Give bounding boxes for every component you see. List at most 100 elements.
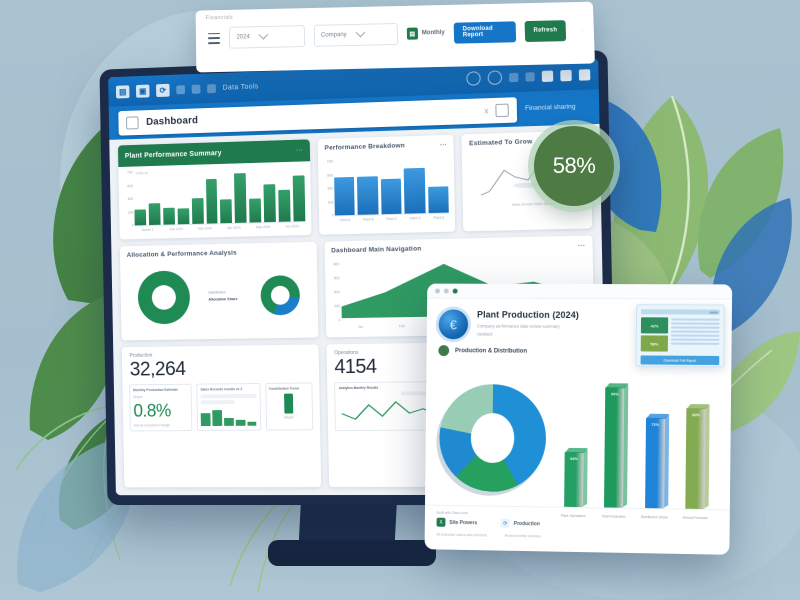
app-toolbar-label: Data Tools [222,82,259,92]
xtick: Apr 2024 [227,225,241,231]
xtick: Plant D [409,216,421,221]
bold-icon[interactable] [541,69,554,82]
refresh-button[interactable]: Refresh [524,19,567,42]
footer-item-refresh[interactable]: ⟳ Production [500,518,540,529]
foreground-report-panel[interactable]: € Plant Production (2024) Company perfor… [424,283,733,555]
xtick: Plant A [339,218,351,223]
kpi-tile-sales[interactable]: Sales Records results vs 2 [196,382,261,432]
kpi-percent-foot: Annual comparison margin [133,423,171,428]
donut-total [137,270,191,325]
bar-side [704,405,710,509]
card-expense-title: Performance Breakdown [324,142,406,152]
xtick: Plant C [386,216,398,222]
footer-note-2: Review monthly summary [504,533,541,539]
company-select[interactable]: Company [313,22,398,47]
ytick: 600 [333,276,340,281]
foreground-charts: 44% Plant Operations 96% Total Production 72… [425,356,731,520]
bar [148,203,161,226]
bar [380,178,402,215]
excel-icon: X [436,517,446,527]
donut-legend-label: Distribution [208,290,226,295]
card-revenue[interactable]: Plant Performance Summary ⋯ Units /yr 70… [117,139,312,240]
bar [234,173,247,223]
foreground-subtitle-2: Updated [476,331,493,337]
search-actions[interactable]: x [484,103,509,117]
file-icon[interactable]: ▤ [115,84,130,99]
card-kpi-production[interactable]: Production 32,264 Monthly Production Est… [121,344,321,488]
download-report-button[interactable]: Download Report [453,20,516,44]
mini-bar [200,412,211,427]
card-allocation[interactable]: Allocation & Performance Analysis Distri… [119,241,318,341]
share-icon[interactable] [191,84,201,94]
bar-category-label: Total Production [601,514,626,519]
filter-icon[interactable] [495,103,509,117]
kpi-tile-estimate[interactable]: Monthly Production Estimate Output 0.8% … [129,383,193,432]
more-icon[interactable] [176,84,186,94]
foreground-titlebar [427,283,733,300]
completion-badge-value: 58% [552,153,596,178]
kpi-tile-contribution-title: Contribution Trend [268,386,299,391]
bar [278,189,291,222]
window-dot-green-icon [452,288,458,294]
xtick: Feb 2024 [169,227,184,232]
bar [134,209,147,226]
card-revenue-title: Plant Performance Summary [124,149,222,160]
top-toolbar-window[interactable]: Financials 2024 Company ▤ Monthly Downlo… [195,1,595,73]
trend-line-svg [478,149,587,199]
ytick: 600 [127,183,134,188]
bar-side [582,449,588,507]
inset-summary-card[interactable]: 42% 58% Download Full Report [635,304,725,368]
monthly-pill[interactable]: ▤ Monthly [406,27,445,40]
kpi-percent: 0.8% [133,401,171,422]
foreground-header-text: Plant Production (2024) Company performa… [477,310,579,340]
bar-3d: 44% Plant Operations [561,447,588,518]
more-icon[interactable]: ⋯ [577,242,586,251]
bar [428,185,450,214]
ytick: 800 [333,262,340,267]
chart-trend: Sales Growth Other Growth [462,147,592,222]
more-icon[interactable]: ⋯ [295,147,304,155]
bar-3d: 96% Total Production [601,383,629,519]
chart-expense-yaxis: 700 500 300 100 0 [321,160,334,218]
bar [263,184,276,223]
chart-allocation: Distribution Allocation Share [120,258,318,341]
period-select-value: 2024 [236,34,250,41]
chevron-down-icon [258,29,269,40]
italic-icon[interactable] [560,69,572,81]
donut-legend: Distribution Allocation Share [208,289,241,303]
card-trend[interactable]: Estimated To Grow Sales Growth Other Gro… [461,130,593,232]
export-icon[interactable] [525,71,535,82]
kpi-tile-sales-title: Sales Records results vs 2 [200,387,243,392]
bar-3d: 72% Distribution Share [641,413,670,519]
card-expense[interactable]: Performance Breakdown ⋯ 700 500 300 100 … [317,134,456,235]
hamburger-icon[interactable] [207,32,221,44]
foreground-bar-chart: 44% Plant Operations 96% Total Production 72… [545,375,717,520]
inset-cta-button[interactable]: Download Full Report [640,355,720,366]
mini-bar [212,410,223,427]
inset-tile-b: 58% [640,335,668,352]
inset-grid: 42% 58% [640,317,720,352]
settings-icon[interactable] [578,68,591,81]
strip-note: Financial sharing [524,103,576,113]
footer-item-excel[interactable]: X Site Powers [436,517,478,528]
more-icon[interactable]: ⋯ [439,141,447,150]
inset-tiles: 42% 58% [640,317,669,352]
period-select[interactable]: 2024 [229,25,306,49]
save-icon[interactable]: ▣ [135,84,150,98]
bar [205,179,218,224]
help-icon[interactable] [466,71,481,86]
chart-expense: 700 500 300 100 0 Plant A Plant B Plant C P… [318,152,456,230]
donut-split [260,275,301,316]
link-icon[interactable] [509,72,519,82]
sync-icon[interactable]: ⟳ [156,83,170,97]
user-icon[interactable] [487,70,503,86]
xtick: Plant B [362,217,374,222]
kpi-tile-contribution[interactable]: Contribution Trend Margin [264,382,313,432]
completion-badge: 58% [534,126,614,206]
monthly-pill-label: Monthly [421,29,445,37]
xtick: Jan [357,324,364,329]
print-icon[interactable] [207,83,216,93]
bar-value-label: 80% [692,412,701,418]
clear-icon[interactable]: x [484,105,489,116]
bar [220,199,233,224]
